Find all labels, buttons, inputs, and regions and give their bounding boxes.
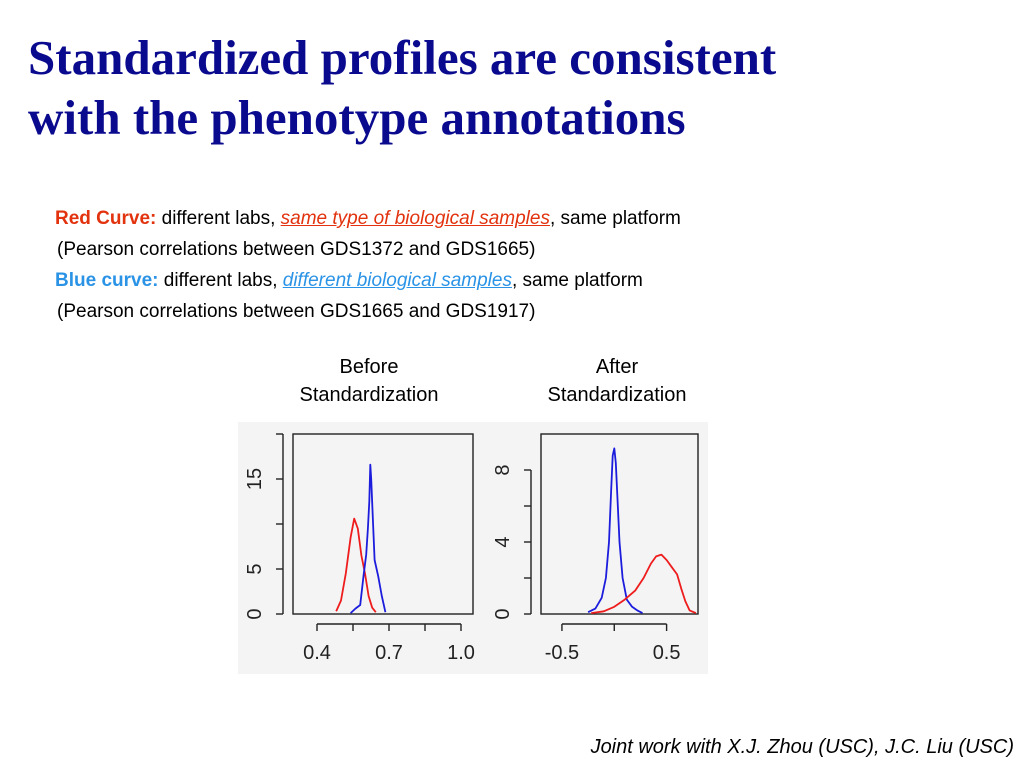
blue-legend-sub: (Pearson correlations between GDS1665 an… bbox=[57, 301, 536, 322]
title-line-1: Standardized profiles are consistent bbox=[28, 30, 777, 85]
after-red-density-curve bbox=[591, 553, 697, 614]
footer-credit: Joint work with X.J. Zhou (USC), J.C. Li… bbox=[590, 736, 1014, 758]
before-plot-panel: 0.4 0.7 1.0 0 5 15 bbox=[244, 433, 475, 664]
before-red-density-curve bbox=[335, 517, 377, 613]
before-x-tick-label: 0.4 bbox=[303, 642, 331, 664]
before-caption: Before Standardization bbox=[269, 353, 469, 409]
blue-legend-line: Blue curve: different labs, different bi… bbox=[55, 265, 955, 296]
red-legend-line: Red Curve: different labs, same type of … bbox=[55, 203, 955, 234]
red-curve-text-post: , same platform bbox=[549, 208, 681, 229]
after-y-tick-label: 0 bbox=[492, 608, 514, 619]
after-plot-frame bbox=[540, 433, 699, 615]
before-caption-line-2: Standardization bbox=[299, 384, 439, 406]
before-caption-line-1: Before bbox=[339, 356, 399, 378]
density-plots: 0.4 0.7 1.0 0 5 15 -0.5 0.5 0 4 8 bbox=[238, 422, 708, 674]
before-blue-density-curve bbox=[349, 463, 387, 614]
before-x-tick-label: 1.0 bbox=[447, 642, 475, 664]
title-line-2: with the phenotype annotations bbox=[28, 90, 686, 145]
before-y-tick-label: 15 bbox=[244, 468, 266, 490]
blue-curve-text-post: , same platform bbox=[511, 270, 643, 291]
before-plot-frame bbox=[292, 433, 474, 615]
after-y-tick-label: 4 bbox=[492, 536, 514, 547]
blue-curve-text-pre: different labs, bbox=[158, 270, 283, 291]
legend-block: Red Curve: different labs, same type of … bbox=[55, 203, 955, 327]
red-curve-text-pre: different labs, bbox=[156, 208, 281, 229]
before-x-tick-label: 0.7 bbox=[375, 642, 403, 664]
blue-curve-link[interactable]: different biological samples bbox=[282, 270, 512, 291]
red-curve-label: Red Curve: bbox=[55, 208, 157, 229]
after-caption-line-1: After bbox=[595, 356, 639, 378]
after-caption: After Standardization bbox=[517, 353, 717, 409]
after-blue-density-curve bbox=[587, 447, 643, 614]
red-legend-sub: (Pearson correlations between GDS1372 an… bbox=[57, 239, 536, 260]
slide-title: Standardized profiles are consistent wit… bbox=[28, 28, 988, 148]
after-x-tick-label: -0.5 bbox=[545, 642, 579, 664]
blue-curve-label: Blue curve: bbox=[55, 270, 159, 291]
after-caption-line-2: Standardization bbox=[547, 384, 687, 406]
before-y-tick-label: 0 bbox=[244, 608, 266, 619]
red-curve-link[interactable]: same type of biological samples bbox=[280, 208, 550, 229]
after-plot-panel: -0.5 0.5 0 4 8 bbox=[492, 433, 699, 664]
after-x-tick-label: 0.5 bbox=[653, 642, 681, 664]
after-y-tick-label: 8 bbox=[492, 464, 514, 475]
before-y-tick-label: 5 bbox=[244, 563, 266, 574]
